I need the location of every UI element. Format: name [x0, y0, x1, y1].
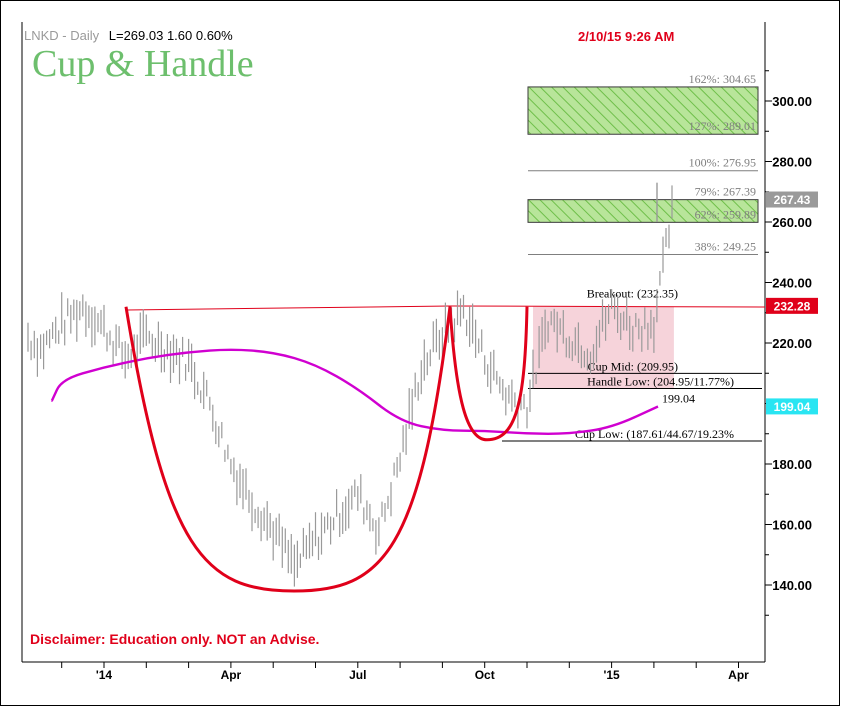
ytick-label: 160.00: [772, 518, 812, 533]
ticker-quote: L=269.03 1.60 0.60%: [109, 28, 233, 43]
pattern-curves-layer: 199.04: [50, 306, 695, 593]
xtick-label: Apr: [728, 668, 749, 682]
time-axis-ticks: '14 Apr Jul Oct '15 Apr: [61, 662, 749, 682]
price-tag-ma-text: 199.04: [774, 400, 811, 414]
handle-curve: [448, 306, 529, 442]
cup-curve: [124, 306, 452, 593]
fib-label-fib127: 127%: 289.01: [689, 119, 756, 133]
moving-average-line: [50, 348, 660, 436]
price-tag-ma: [766, 398, 818, 415]
ytick-label: 140.00: [772, 578, 812, 593]
target-zone-target_low: [527, 199, 759, 223]
levels-layer: 38%: 249.25 62%: 259.89 79%: 267.39 100%: 2…: [125, 72, 766, 442]
ytick-label: 220.00: [772, 336, 812, 351]
xtick-label: '14: [96, 668, 113, 682]
pattern-title: Cup & Handle: [32, 43, 254, 85]
price-tag-last-text: 267.43: [774, 193, 811, 207]
ytick-label: 280.00: [772, 155, 812, 170]
xtick-label: '15: [603, 668, 620, 682]
ticker-symbol: LNKD - Daily: [24, 28, 100, 43]
price-tag-last: [766, 191, 818, 208]
fib-label-fib79: 79%: 267.39: [695, 185, 756, 199]
breakout-label: Breakout: (232.35): [587, 287, 678, 301]
ytick-label: 180.00: [772, 457, 812, 472]
fib-label-fib100: 100%: 276.95: [689, 156, 756, 170]
ytick-label: 260.00: [772, 215, 812, 230]
cup-mid-label: Cup Mid: (209.95): [588, 359, 678, 373]
ytick-label: 300.00: [772, 94, 812, 109]
fib-label-fib62: 62%: 259.89: [695, 207, 756, 221]
disclaimer: Disclaimer: Education only. NOT an Advis…: [30, 631, 319, 647]
fib-label-fib162: 162%: 304.65: [689, 72, 756, 86]
xtick-label: Jul: [349, 668, 366, 682]
ticker-header: LNKD - Daily L=269.03 1.60 0.60%: [24, 28, 233, 43]
target-zone-target_high: [527, 86, 759, 135]
price-tag-breakout-text: 232.28: [774, 299, 811, 313]
xtick-label: Apr: [221, 668, 242, 682]
price-bars-layer: [27, 182, 673, 587]
ytick-label: 240.00: [772, 276, 812, 291]
fib-label-fib38: 38%: 249.25: [695, 240, 756, 254]
cup-low-label: Cup Low: (187.61/44.67/19.23%: [575, 427, 734, 441]
price-tags-layer: 267.43 232.28 199.04: [766, 191, 818, 415]
price-tag-breakout: [766, 297, 818, 314]
price-axis-ticks: 140.00160.00180.00200.00220.00240.00260.…: [765, 70, 812, 616]
moving-average-value: 199.04: [662, 391, 695, 405]
cup-rim-line: [125, 305, 451, 311]
xtick-label: Oct: [475, 668, 495, 682]
handle-low-label: Handle Low: (204.95/11.77%): [587, 375, 734, 389]
breakout-line: [449, 305, 766, 308]
timestamp: 2/10/15 9:26 AM: [578, 29, 674, 44]
